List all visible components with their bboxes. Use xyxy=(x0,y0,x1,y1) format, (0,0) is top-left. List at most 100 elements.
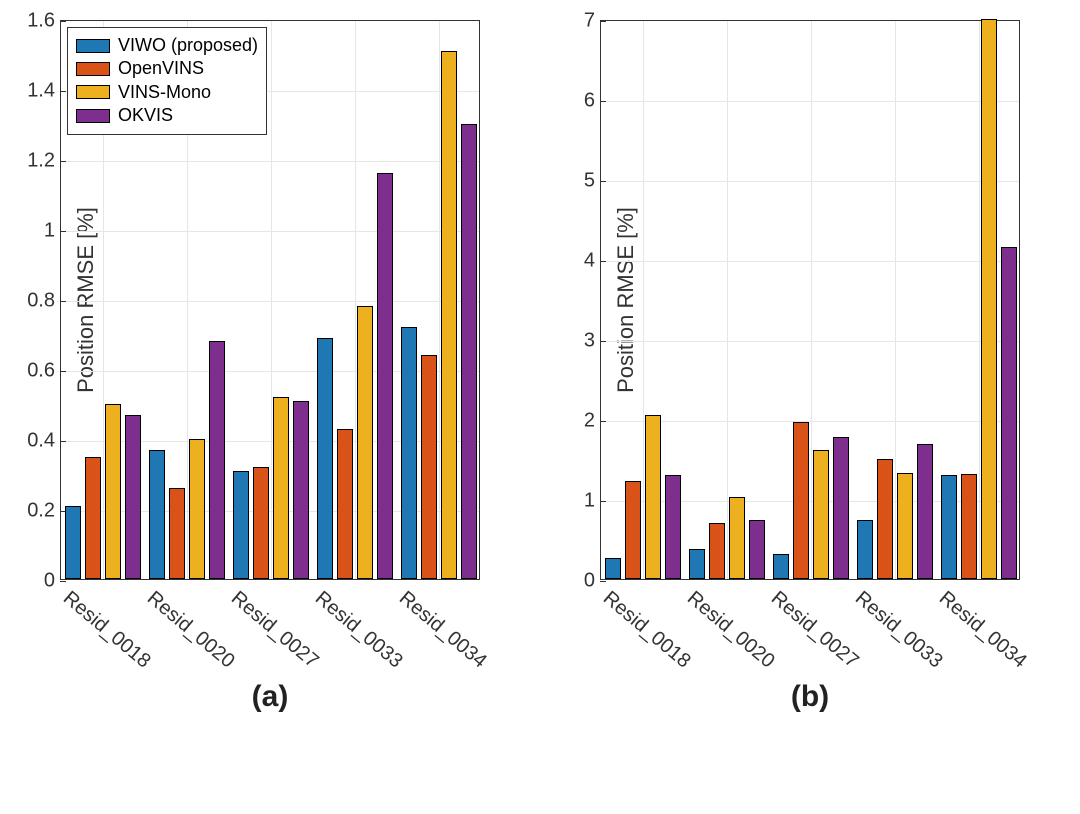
bar-vinsmono xyxy=(189,439,205,579)
gridline xyxy=(601,341,1019,342)
gridline xyxy=(601,421,1019,422)
legend-swatch xyxy=(76,109,110,123)
xtick-label: Resid_0027 xyxy=(766,587,863,673)
gridline xyxy=(811,21,812,579)
legend-swatch xyxy=(76,85,110,99)
xtick-label: Resid_0020 xyxy=(682,587,779,673)
legend-label: VINS-Mono xyxy=(118,81,211,104)
ytick-label: 6 xyxy=(584,90,601,113)
panel-b: Position RMSE [%] 01234567Resid_0018Resi… xyxy=(600,20,1020,714)
ytick-label: 1 xyxy=(44,220,61,243)
figure: Position RMSE [%] VIWO (proposed)OpenVIN… xyxy=(0,0,1080,814)
bar-okvis xyxy=(125,415,141,580)
legend-item-viwo: VIWO (proposed) xyxy=(76,34,258,57)
bar-okvis xyxy=(917,444,933,579)
gridline xyxy=(355,21,356,579)
legend-item-openvins: OpenVINS xyxy=(76,57,258,80)
bar-viwo xyxy=(401,327,417,579)
bar-viwo xyxy=(149,450,165,580)
xtick-label: Resid_0034 xyxy=(934,587,1031,673)
ytick-label: 2 xyxy=(584,410,601,433)
bar-viwo xyxy=(773,554,789,579)
bar-okvis xyxy=(833,437,849,579)
ytick-label: 3 xyxy=(584,330,601,353)
legend-item-vinsmono: VINS-Mono xyxy=(76,81,258,104)
gridline xyxy=(601,181,1019,182)
bar-openvins xyxy=(85,457,101,580)
bar-vinsmono xyxy=(645,415,661,579)
gridline xyxy=(601,101,1019,102)
legend-label: OpenVINS xyxy=(118,57,204,80)
legend-swatch xyxy=(76,39,110,53)
bar-viwo xyxy=(857,520,873,579)
caption-a: (a) xyxy=(252,680,289,714)
ytick-label: 0 xyxy=(44,570,61,593)
bar-openvins xyxy=(421,355,437,579)
bar-openvins xyxy=(337,429,353,580)
bar-vinsmono xyxy=(441,51,457,580)
xtick-label: Resid_0020 xyxy=(142,587,239,673)
bar-openvins xyxy=(253,467,269,579)
gridline xyxy=(271,21,272,579)
gridline xyxy=(61,231,479,232)
bar-viwo xyxy=(689,549,705,579)
ytick-label: 1.2 xyxy=(27,150,61,173)
bar-vinsmono xyxy=(813,450,829,579)
ylabel-a: Position RMSE [%] xyxy=(73,207,99,393)
ytick-label: 0 xyxy=(584,570,601,593)
bar-okvis xyxy=(1001,247,1017,579)
ytick-label: 0.8 xyxy=(27,290,61,313)
ytick-label: 5 xyxy=(584,170,601,193)
bar-vinsmono xyxy=(981,19,997,579)
xtick-label: Resid_0027 xyxy=(226,587,323,673)
legend-swatch xyxy=(76,62,110,76)
legend-item-okvis: OKVIS xyxy=(76,104,258,127)
xtick-label: Resid_0018 xyxy=(58,587,155,673)
gridline xyxy=(439,21,440,579)
panel-a: Position RMSE [%] VIWO (proposed)OpenVIN… xyxy=(60,20,480,714)
legend: VIWO (proposed)OpenVINSVINS-MonoOKVIS xyxy=(67,27,267,135)
legend-label: VIWO (proposed) xyxy=(118,34,258,57)
bar-openvins xyxy=(169,488,185,579)
bar-okvis xyxy=(377,173,393,579)
bar-openvins xyxy=(793,422,809,579)
xtick-label: Resid_0033 xyxy=(310,587,407,673)
gridline xyxy=(895,21,896,579)
xtick-label: Resid_0034 xyxy=(394,587,491,673)
bar-okvis xyxy=(293,401,309,580)
plot-a: Position RMSE [%] VIWO (proposed)OpenVIN… xyxy=(60,20,480,580)
legend-label: OKVIS xyxy=(118,104,173,127)
ytick-label: 0.2 xyxy=(27,500,61,523)
xtick-label: Resid_0018 xyxy=(598,587,695,673)
gridline xyxy=(979,21,980,579)
bar-openvins xyxy=(709,523,725,579)
gridline xyxy=(61,161,479,162)
gridline xyxy=(61,301,479,302)
bar-vinsmono xyxy=(897,473,913,579)
caption-b: (b) xyxy=(791,680,829,714)
bar-openvins xyxy=(961,474,977,579)
gridline xyxy=(727,21,728,579)
bar-viwo xyxy=(605,558,621,579)
bar-vinsmono xyxy=(105,404,121,579)
ytick-label: 1.6 xyxy=(27,10,61,33)
plot-b: Position RMSE [%] 01234567Resid_0018Resi… xyxy=(600,20,1020,580)
ytick-label: 7 xyxy=(584,10,601,33)
bar-openvins xyxy=(625,481,641,579)
gridline xyxy=(601,261,1019,262)
bar-viwo xyxy=(317,338,333,580)
bar-vinsmono xyxy=(729,497,745,579)
bar-vinsmono xyxy=(273,397,289,579)
bar-viwo xyxy=(941,475,957,579)
bar-viwo xyxy=(233,471,249,580)
bar-openvins xyxy=(877,459,893,579)
bar-okvis xyxy=(461,124,477,579)
ytick-label: 0.6 xyxy=(27,360,61,383)
bar-vinsmono xyxy=(357,306,373,579)
bar-okvis xyxy=(749,520,765,579)
gridline xyxy=(643,21,644,579)
bar-okvis xyxy=(665,475,681,579)
ytick-label: 1.4 xyxy=(27,80,61,103)
ytick-label: 4 xyxy=(584,250,601,273)
bar-okvis xyxy=(209,341,225,579)
